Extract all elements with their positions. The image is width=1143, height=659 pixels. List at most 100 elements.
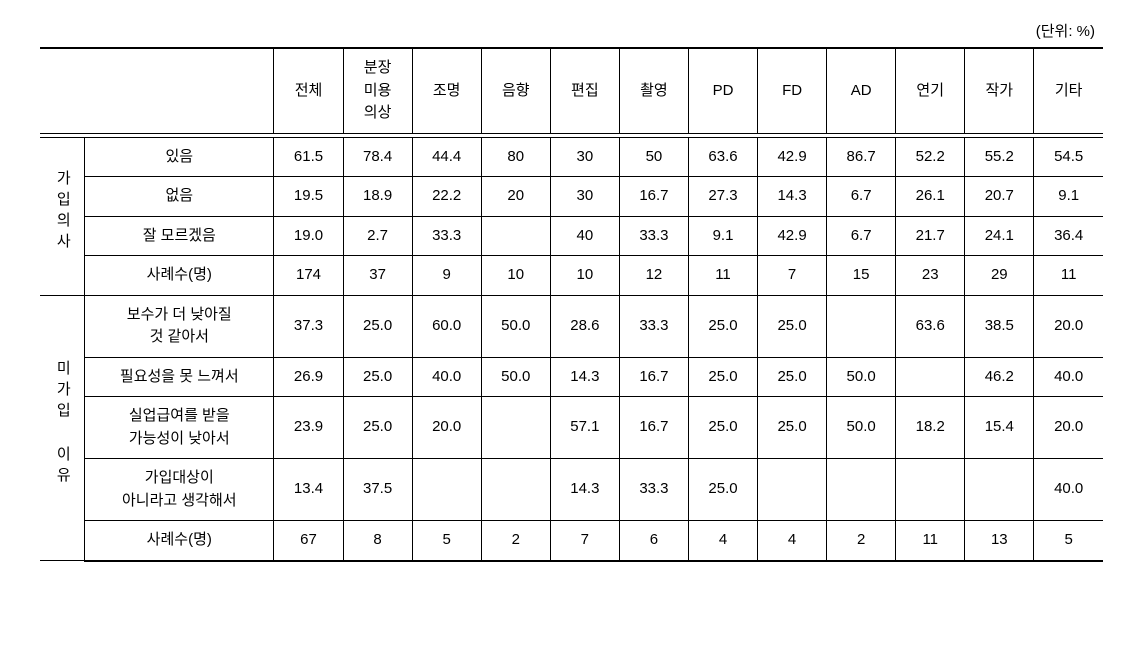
cell: 38.5 <box>965 295 1034 357</box>
cell: 20 <box>481 177 550 217</box>
cell: 55.2 <box>965 137 1034 177</box>
row-label: 없음 <box>85 177 274 217</box>
table-row: 없음 19.5 18.9 22.2 20 30 16.7 27.3 14.3 6… <box>40 177 1103 217</box>
col-header: 편집 <box>550 48 619 133</box>
cell: 7 <box>550 521 619 561</box>
group-label: 미가입 이유 <box>40 295 85 561</box>
cell: 42.9 <box>758 216 827 256</box>
cell: 25.0 <box>758 295 827 357</box>
col-header: FD <box>758 48 827 133</box>
cell: 21.7 <box>896 216 965 256</box>
cell <box>481 459 550 521</box>
cell: 19.5 <box>274 177 343 217</box>
cell: 14.3 <box>550 459 619 521</box>
cell: 50.0 <box>827 397 896 459</box>
cell: 33.3 <box>412 216 481 256</box>
cell: 15.4 <box>965 397 1034 459</box>
cell: 5 <box>1034 521 1103 561</box>
table-header: 전체 분장미용의상 조명 음향 편집 촬영 PD FD AD 연기 작가 기타 <box>40 48 1103 133</box>
unit-label: (단위: %) <box>40 20 1103 41</box>
cell: 12 <box>619 256 688 296</box>
row-label: 실업급여를 받을가능성이 낮아서 <box>85 397 274 459</box>
cell: 10 <box>550 256 619 296</box>
cell: 30 <box>550 177 619 217</box>
row-label: 사례수(명) <box>85 521 274 561</box>
cell: 8 <box>343 521 412 561</box>
cell <box>965 459 1034 521</box>
cell: 16.7 <box>619 357 688 397</box>
cell: 37.5 <box>343 459 412 521</box>
cell <box>481 216 550 256</box>
cell: 2 <box>481 521 550 561</box>
cell <box>827 295 896 357</box>
cell: 18.9 <box>343 177 412 217</box>
cell: 15 <box>827 256 896 296</box>
cell: 28.6 <box>550 295 619 357</box>
col-header: 기타 <box>1034 48 1103 133</box>
cell: 40.0 <box>1034 357 1103 397</box>
cell: 13.4 <box>274 459 343 521</box>
cell: 50.0 <box>481 357 550 397</box>
table-row: 사례수(명) 174 37 9 10 10 12 11 7 15 23 29 1… <box>40 256 1103 296</box>
cell: 11 <box>1034 256 1103 296</box>
cell: 11 <box>896 521 965 561</box>
cell: 30 <box>550 137 619 177</box>
cell: 67 <box>274 521 343 561</box>
col-header: 전체 <box>274 48 343 133</box>
cell: 10 <box>481 256 550 296</box>
cell: 25.0 <box>758 357 827 397</box>
col-header: AD <box>827 48 896 133</box>
cell: 4 <box>758 521 827 561</box>
cell: 9.1 <box>1034 177 1103 217</box>
cell: 26.9 <box>274 357 343 397</box>
col-header: 작가 <box>965 48 1034 133</box>
col-header: 촬영 <box>619 48 688 133</box>
cell: 7 <box>758 256 827 296</box>
cell: 16.7 <box>619 397 688 459</box>
row-label: 있음 <box>85 137 274 177</box>
cell: 33.3 <box>619 459 688 521</box>
cell: 40.0 <box>412 357 481 397</box>
cell: 40 <box>550 216 619 256</box>
cell: 24.1 <box>965 216 1034 256</box>
cell <box>758 459 827 521</box>
cell: 57.1 <box>550 397 619 459</box>
col-header: 음향 <box>481 48 550 133</box>
cell: 61.5 <box>274 137 343 177</box>
row-label: 보수가 더 낮아질것 같아서 <box>85 295 274 357</box>
cell: 11 <box>688 256 757 296</box>
header-blank <box>40 48 274 133</box>
cell: 18.2 <box>896 397 965 459</box>
cell: 20.0 <box>412 397 481 459</box>
table-row: 가입대상이아니라고 생각해서 13.4 37.5 14.3 33.3 25.0 … <box>40 459 1103 521</box>
cell: 2.7 <box>343 216 412 256</box>
cell: 13 <box>965 521 1034 561</box>
table-row: 사례수(명) 67 8 5 2 7 6 4 4 2 11 13 5 <box>40 521 1103 561</box>
cell: 46.2 <box>965 357 1034 397</box>
col-header: 조명 <box>412 48 481 133</box>
cell: 19.0 <box>274 216 343 256</box>
cell: 23.9 <box>274 397 343 459</box>
cell: 23 <box>896 256 965 296</box>
cell: 22.2 <box>412 177 481 217</box>
cell: 50.0 <box>827 357 896 397</box>
table-row: 미가입 이유 보수가 더 낮아질것 같아서 37.3 25.0 60.0 50.… <box>40 295 1103 357</box>
cell: 78.4 <box>343 137 412 177</box>
cell: 27.3 <box>688 177 757 217</box>
cell: 9 <box>412 256 481 296</box>
cell: 25.0 <box>688 295 757 357</box>
cell: 52.2 <box>896 137 965 177</box>
cell: 2 <box>827 521 896 561</box>
cell: 14.3 <box>550 357 619 397</box>
cell: 29 <box>965 256 1034 296</box>
col-header: 연기 <box>896 48 965 133</box>
cell: 20.0 <box>1034 295 1103 357</box>
col-header: PD <box>688 48 757 133</box>
cell: 33.3 <box>619 295 688 357</box>
col-header: 분장미용의상 <box>343 48 412 133</box>
cell: 6.7 <box>827 216 896 256</box>
cell: 25.0 <box>688 357 757 397</box>
cell: 37 <box>343 256 412 296</box>
cell: 25.0 <box>688 397 757 459</box>
cell: 86.7 <box>827 137 896 177</box>
